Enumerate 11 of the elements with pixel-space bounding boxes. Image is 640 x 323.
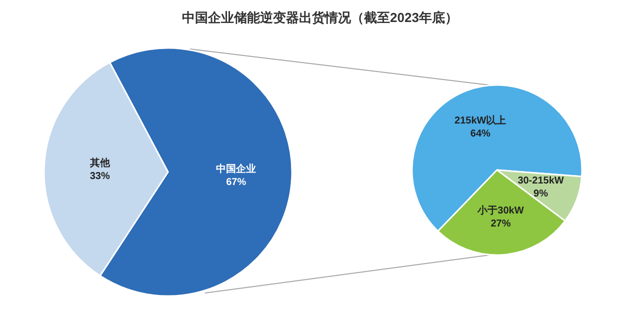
text: 中国企业储能逆变器出货情况（截至2023年底） (182, 10, 458, 25)
data-label: 9% (534, 188, 548, 200)
slice-label: 30-215kW (518, 175, 564, 186)
data-label: 27% (490, 218, 511, 230)
data-label: 33% (90, 170, 110, 182)
data-label: 64% (470, 128, 491, 140)
slice-label: 中国企业 (216, 163, 256, 176)
slice-label: 其他 (88, 156, 111, 169)
slice-label: 215kW以上 (454, 114, 506, 126)
slice-label: 小于30kW (476, 204, 524, 217)
data-label: 67% (226, 177, 246, 188)
